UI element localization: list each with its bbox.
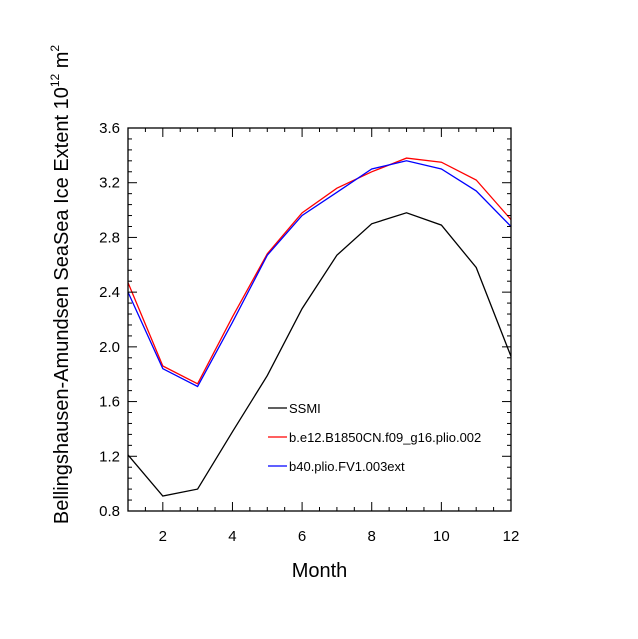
tick-labels: 2 4 6 8 10 12 0.8 1.2 1.6 2.0 2.4 2.8 3.2 3.6 [99,120,519,545]
series-line-2 [127,157,512,385]
axis-ticks [127,127,512,512]
plot-frame [127,127,512,512]
x-axis-label: Month [292,560,348,582]
y-axis-label-exponent: 12 [48,73,62,87]
y-axis-label-main: Bellingshausen-Amundsen SeaSea Ice Exten… [51,87,73,524]
series-lines [127,157,512,497]
y-tick-label: 3.6 [99,120,120,137]
x-tick-label: 6 [298,528,306,545]
y-axis-label: Bellingshausen-Amundsen SeaSea Ice Exten… [48,45,73,525]
x-tick-label: 12 [503,528,520,545]
y-tick-label: 1.2 [99,448,120,465]
y-tick-label: 1.6 [99,394,120,411]
y-axis-label-unit: m [51,52,73,74]
y-tick-label: 2.0 [99,339,120,356]
y-tick-label: 2.4 [99,284,120,301]
x-tick-label: 2 [159,528,167,545]
legend: SSMI b.e12.B1850CN.f09_g16.plio.002 b40.pl… [268,401,481,474]
legend-label-1: SSMI [289,401,321,416]
y-tick-label: 2.8 [99,229,120,246]
y-tick-label: 0.8 [99,503,120,520]
legend-label-3: b40.plio.FV1.003ext [289,459,405,474]
legend-label-2: b.e12.B1850CN.f09_g16.plio.002 [289,430,481,445]
series-line-1 [127,212,512,497]
series-line-3 [127,160,512,388]
x-tick-label: 4 [228,528,236,545]
y-tick-label: 3.2 [99,175,120,192]
x-tick-label: 10 [433,528,450,545]
x-tick-label: 8 [368,528,376,545]
y-axis-label-unit-exponent: 2 [48,45,62,52]
